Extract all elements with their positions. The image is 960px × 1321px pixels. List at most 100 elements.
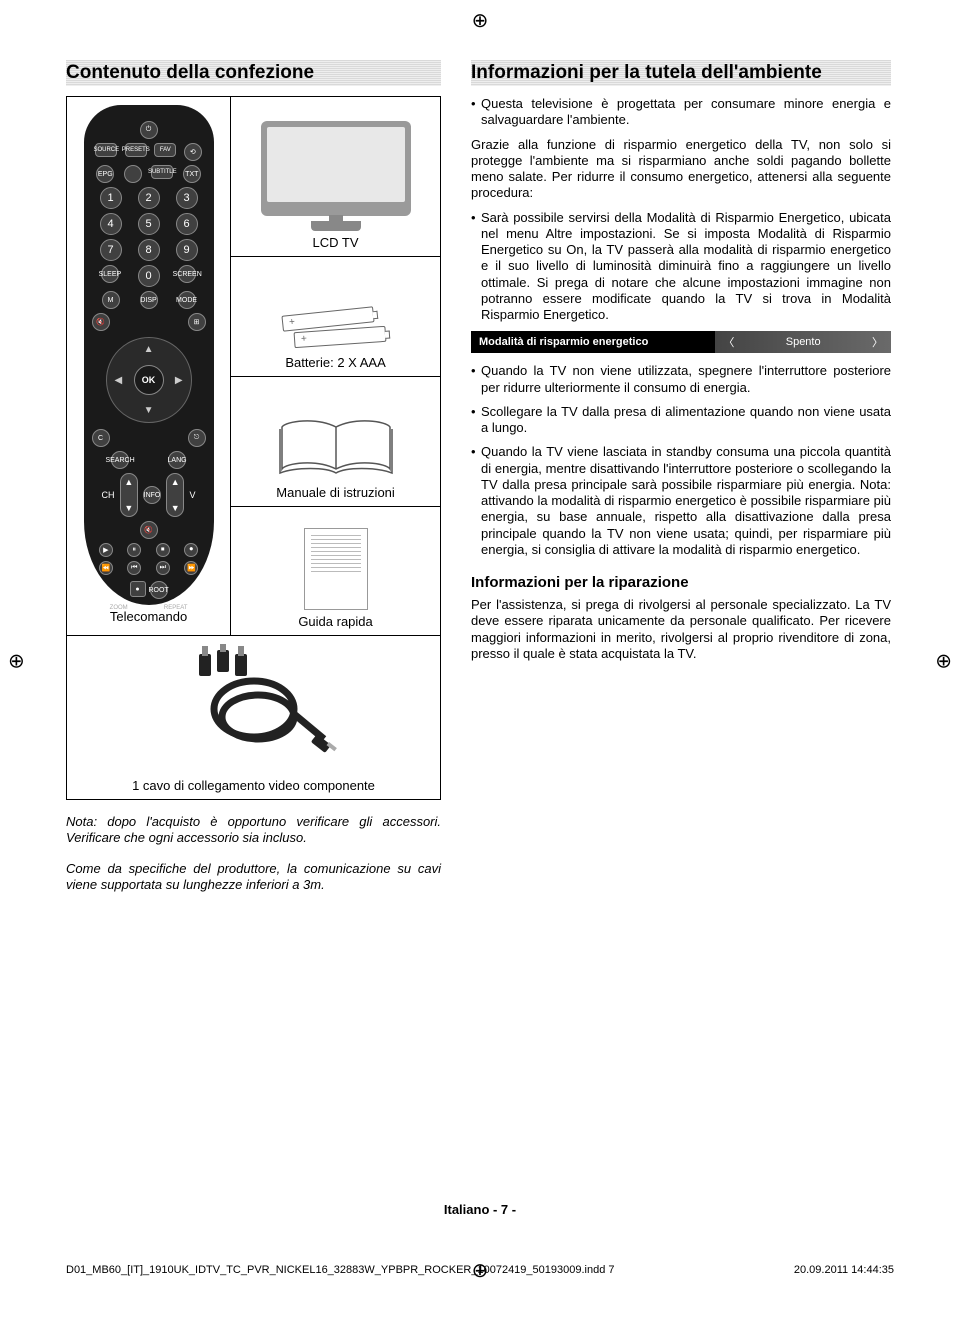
bullet-3: Quando la TV non viene utilizzata, spegn… bbox=[471, 363, 891, 396]
remote-btn: EPG bbox=[96, 165, 114, 183]
items-column: LCD TV + + Batterie: 2 X AAA bbox=[231, 97, 440, 635]
guide-illustration bbox=[304, 528, 368, 610]
item-label: Batterie: 2 X AAA bbox=[285, 355, 385, 370]
remote-num: 7 bbox=[100, 239, 122, 261]
menu-value: 〈 Spento 〉 bbox=[715, 331, 891, 353]
color-buttons: ● ROOT bbox=[92, 581, 206, 599]
remote-label: Telecomando bbox=[110, 609, 187, 624]
remote-btn: SOURCE bbox=[95, 143, 117, 157]
item-label: Manuale di istruzioni bbox=[276, 485, 395, 500]
remote-num: 3 bbox=[176, 187, 198, 209]
remote-num: 8 bbox=[138, 239, 160, 261]
para-2: Per l'assistenza, si prega di rivolgersi… bbox=[471, 597, 891, 662]
next-icon: ⏭ bbox=[156, 561, 170, 575]
cable-illustration bbox=[169, 644, 339, 774]
dpad: ▲ ▼ ◀ ▶ OK bbox=[106, 337, 192, 423]
remote-illustration: ⏻ SOURCE PRESETS FAV ⟲ EPG SUBTITLE TXT bbox=[84, 105, 214, 605]
remote-btn: ⎋ bbox=[188, 429, 206, 447]
item-label: LCD TV bbox=[313, 235, 359, 250]
mute-icon: 🔇 bbox=[92, 313, 110, 331]
remote-btn: MODE bbox=[178, 291, 196, 309]
power-icon: ⏻ bbox=[140, 121, 158, 139]
menu-value-text: Spento bbox=[786, 336, 821, 348]
remote-btn: SEARCH bbox=[111, 451, 129, 469]
ch-rocker: ▲▼ bbox=[120, 473, 138, 517]
item-label: Guida rapida bbox=[298, 614, 372, 629]
note-1: Nota: dopo l'acquisto è opportuno verifi… bbox=[66, 814, 441, 847]
remote-btn: LANG bbox=[168, 451, 186, 469]
registration-mark-right: ⊕ bbox=[935, 648, 952, 673]
arrow-up-icon: ▲ bbox=[144, 344, 154, 355]
ok-button: OK bbox=[134, 365, 164, 395]
remote-btn: DISP bbox=[140, 291, 158, 309]
remote-num: 1 bbox=[100, 187, 122, 209]
left-column: Contenuto della confezione ⏻ SOURCE PRES… bbox=[66, 60, 441, 893]
tv-illustration bbox=[261, 121, 411, 231]
remote-btn: SLEEP bbox=[101, 265, 119, 283]
v-label: V bbox=[189, 490, 195, 500]
arrow-right-icon: ▶ bbox=[175, 375, 183, 386]
bullet-2: Sarà possibile servirsi della Modalità d… bbox=[471, 210, 891, 324]
menu-bar-illustration: Modalità di risparmio energetico 〈 Spent… bbox=[471, 331, 891, 353]
remote-btn: ⊞ bbox=[188, 313, 206, 331]
contents-grid: ⏻ SOURCE PRESETS FAV ⟲ EPG SUBTITLE TXT bbox=[66, 96, 441, 636]
arrow-down-icon: ▼ bbox=[144, 405, 154, 416]
heading-repair: Informazioni per la riparazione bbox=[471, 574, 891, 591]
root-btn: ROOT bbox=[150, 581, 168, 599]
note-2: Come da specifiche del produttore, la co… bbox=[66, 861, 441, 894]
remote-btn: FAV bbox=[154, 143, 176, 157]
remote-num: 9 bbox=[176, 239, 198, 261]
chevron-left-icon: 〈 bbox=[723, 334, 734, 350]
chevron-right-icon: 〉 bbox=[872, 334, 883, 350]
cable-label: 1 cavo di collegamento video componente bbox=[132, 778, 375, 793]
remote-btn: TXT bbox=[183, 165, 201, 183]
ffwd-icon: ⏩ bbox=[184, 561, 198, 575]
remote-btn: SUBTITLE bbox=[151, 165, 173, 179]
remote-num: 4 bbox=[100, 213, 122, 235]
item-tv: LCD TV bbox=[231, 97, 440, 257]
color-btn: ● bbox=[130, 581, 146, 597]
page-number: Italiano - 7 - bbox=[0, 1202, 960, 1217]
book-illustration bbox=[276, 417, 396, 481]
remote-btn: M bbox=[102, 291, 120, 309]
footer-filename: D01_MB60_[IT]_1910UK_IDTV_TC_PVR_NICKEL1… bbox=[66, 1264, 615, 1276]
rec-icon: ⏺ bbox=[184, 543, 198, 557]
remote-btn: ⟲ bbox=[184, 143, 202, 161]
remote-num: 5 bbox=[138, 213, 160, 235]
registration-mark-top: ⊕ bbox=[472, 8, 489, 33]
bullet-1: Questa televisione è progettata per cons… bbox=[471, 96, 891, 129]
heading-contents: Contenuto della confezione bbox=[66, 60, 441, 86]
footer-timestamp: 20.09.2011 14:44:35 bbox=[794, 1264, 894, 1276]
bullet-5: Quando la TV viene lasciata in standby c… bbox=[471, 444, 891, 558]
remote-num: 0 bbox=[138, 265, 160, 287]
play-icon: ▶ bbox=[99, 543, 113, 557]
batteries-illustration: + + bbox=[276, 307, 396, 351]
right-column: Informazioni per la tutela dell'ambiente… bbox=[471, 60, 891, 893]
remote-btn: C bbox=[92, 429, 110, 447]
zoom-label: ZOOM bbox=[110, 605, 128, 611]
item-guide: Guida rapida bbox=[231, 507, 440, 635]
footer-metadata: D01_MB60_[IT]_1910UK_IDTV_TC_PVR_NICKEL1… bbox=[66, 1264, 894, 1276]
remote-btn: 🔇 bbox=[140, 521, 158, 539]
remote-btn: PRESETS bbox=[125, 143, 147, 157]
info-button: INFO bbox=[143, 486, 161, 504]
pause-icon: ⏸ bbox=[127, 543, 141, 557]
item-manual: Manuale di istruzioni bbox=[231, 377, 440, 507]
para-1: Grazie alla funzione di risparmio energe… bbox=[471, 137, 891, 202]
remote-cell: ⏻ SOURCE PRESETS FAV ⟲ EPG SUBTITLE TXT bbox=[67, 97, 231, 635]
heading-environment: Informazioni per la tutela dell'ambiente bbox=[471, 60, 891, 86]
rewind-icon: ⏪ bbox=[99, 561, 113, 575]
item-batteries: + + Batterie: 2 X AAA bbox=[231, 257, 440, 377]
stop-icon: ⏹ bbox=[156, 543, 170, 557]
page-content: Contenuto della confezione ⏻ SOURCE PRES… bbox=[66, 60, 894, 893]
prev-icon: ⏮ bbox=[127, 561, 141, 575]
cable-cell: 1 cavo di collegamento video componente bbox=[66, 636, 441, 800]
remote-num: 6 bbox=[176, 213, 198, 235]
arrow-left-icon: ◀ bbox=[115, 375, 123, 386]
registration-mark-left: ⊕ bbox=[8, 648, 25, 673]
ch-label: CH bbox=[102, 490, 115, 500]
bullet-4: Scollegare la TV dalla presa di alimenta… bbox=[471, 404, 891, 437]
repeat-label: REPEAT bbox=[164, 605, 188, 611]
remote-btn bbox=[124, 165, 142, 183]
vol-rocker: ▲▼ bbox=[166, 473, 184, 517]
